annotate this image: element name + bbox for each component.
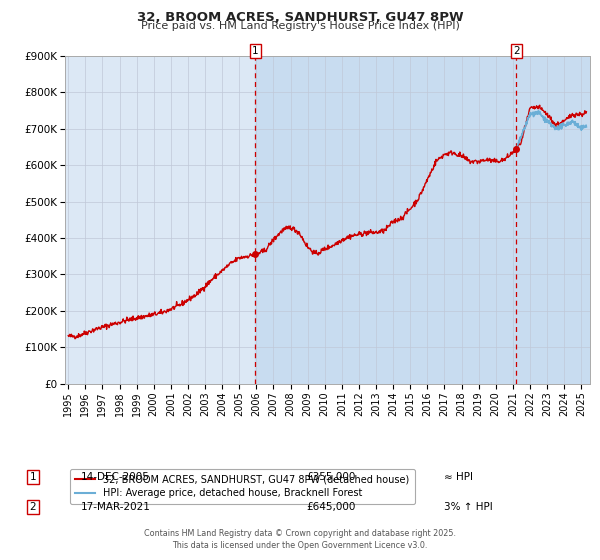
Text: 1: 1: [29, 472, 37, 482]
Text: 1: 1: [252, 46, 259, 56]
Text: 32, BROOM ACRES, SANDHURST, GU47 8PW: 32, BROOM ACRES, SANDHURST, GU47 8PW: [137, 11, 463, 24]
Text: Price paid vs. HM Land Registry's House Price Index (HPI): Price paid vs. HM Land Registry's House …: [140, 21, 460, 31]
Text: This data is licensed under the Open Government Licence v3.0.: This data is licensed under the Open Gov…: [172, 541, 428, 550]
Text: £645,000: £645,000: [306, 502, 355, 512]
Text: 14-DEC-2005: 14-DEC-2005: [81, 472, 150, 482]
Bar: [256, 56, 590, 384]
Text: £355,000: £355,000: [306, 472, 355, 482]
Text: ≈ HPI: ≈ HPI: [444, 472, 473, 482]
Text: Contains HM Land Registry data © Crown copyright and database right 2025.: Contains HM Land Registry data © Crown c…: [144, 529, 456, 538]
Text: 2: 2: [29, 502, 37, 512]
Text: 2: 2: [513, 46, 520, 56]
Text: 17-MAR-2021: 17-MAR-2021: [81, 502, 151, 512]
Text: 3% ↑ HPI: 3% ↑ HPI: [444, 502, 493, 512]
Legend: 32, BROOM ACRES, SANDHURST, GU47 8PW (detached house), HPI: Average price, detac: 32, BROOM ACRES, SANDHURST, GU47 8PW (de…: [70, 469, 415, 504]
